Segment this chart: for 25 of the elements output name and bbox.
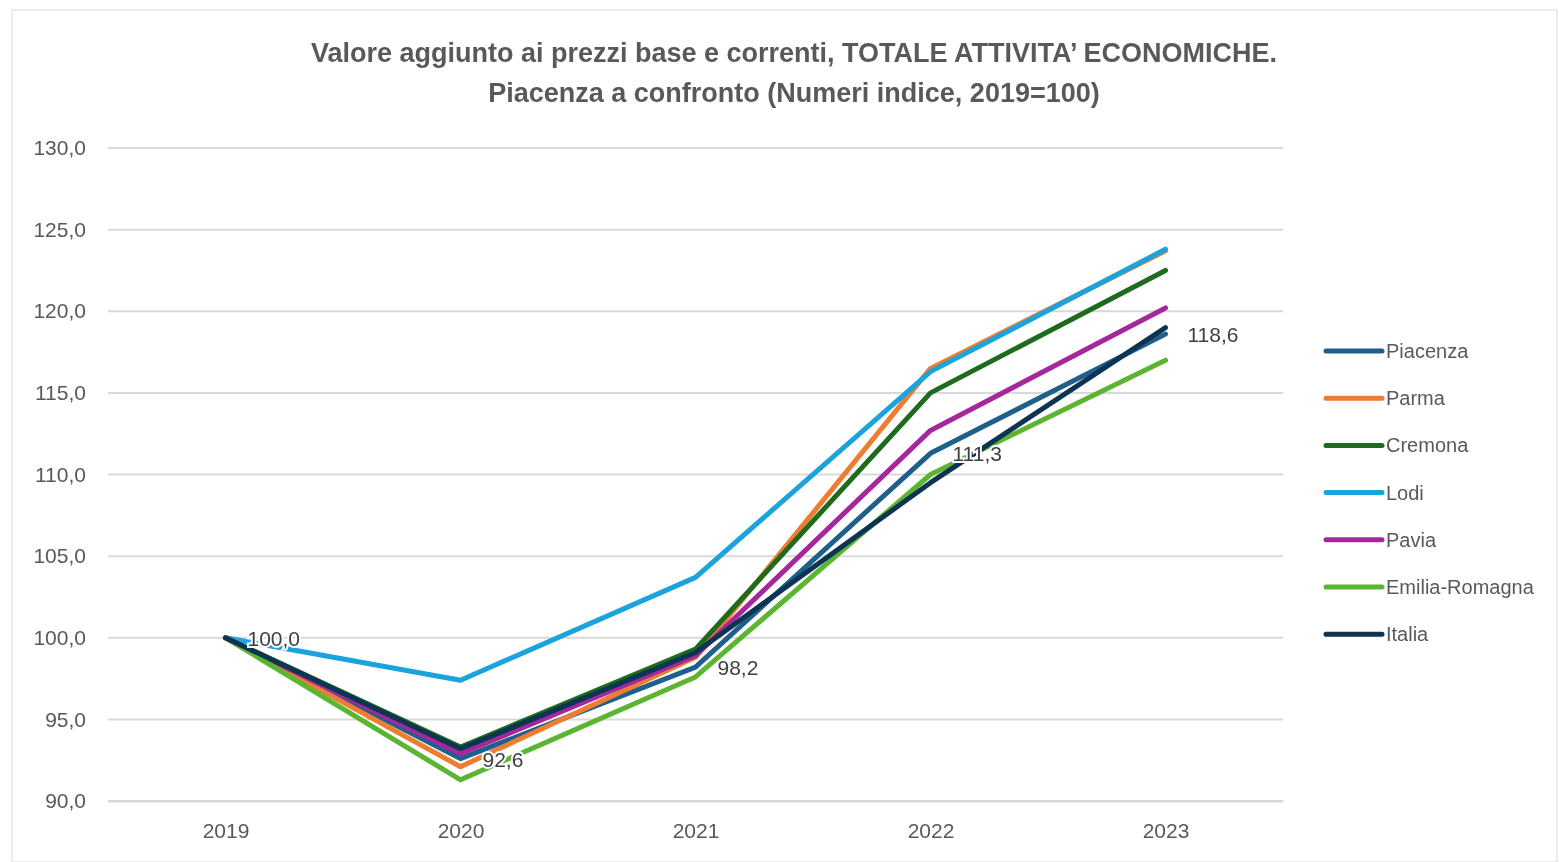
x-tick-label: 2020 <box>437 818 485 842</box>
legend-label: Parma <box>1386 387 1446 410</box>
y-tick-label: 105,0 <box>33 544 86 568</box>
x-tick-label: 2022 <box>907 818 955 842</box>
y-tick-label: 95,0 <box>45 707 86 731</box>
chart-title: Valore aggiunto ai prezzi base e correnti, TOTALE ATTIVITA’ ECONOMICHE. Piacenza a confronto (Numeri indice, 2019=100) <box>310 38 1278 108</box>
data-label: 100,0 <box>247 626 301 650</box>
y-tick-label: 120,0 <box>33 299 86 323</box>
y-tick-label: 90,0 <box>45 789 86 813</box>
y-tick-label: 100,0 <box>33 625 86 649</box>
legend-label: Italia <box>1386 623 1430 646</box>
x-tick-label: 2021 <box>672 818 720 842</box>
data-label: 118,6 <box>1187 323 1239 347</box>
legend-label: Lodi <box>1386 481 1424 504</box>
legend-label: Emilia-Romagna <box>1386 576 1535 598</box>
y-tick-label: 110,0 <box>35 462 86 486</box>
y-tick-label: 125,0 <box>33 217 86 241</box>
legend-label: Cremona <box>1386 434 1470 457</box>
y-tick-label: 115,0 <box>35 381 86 405</box>
legend-label: Piacenza <box>1386 340 1470 362</box>
x-tick-label: 2019 <box>202 818 250 842</box>
x-tick-label: 2023 <box>1142 818 1190 842</box>
y-tick-label: 130,0 <box>33 136 86 160</box>
legend-label: Pavia <box>1386 528 1437 551</box>
data-label: 98,2 <box>717 656 759 680</box>
